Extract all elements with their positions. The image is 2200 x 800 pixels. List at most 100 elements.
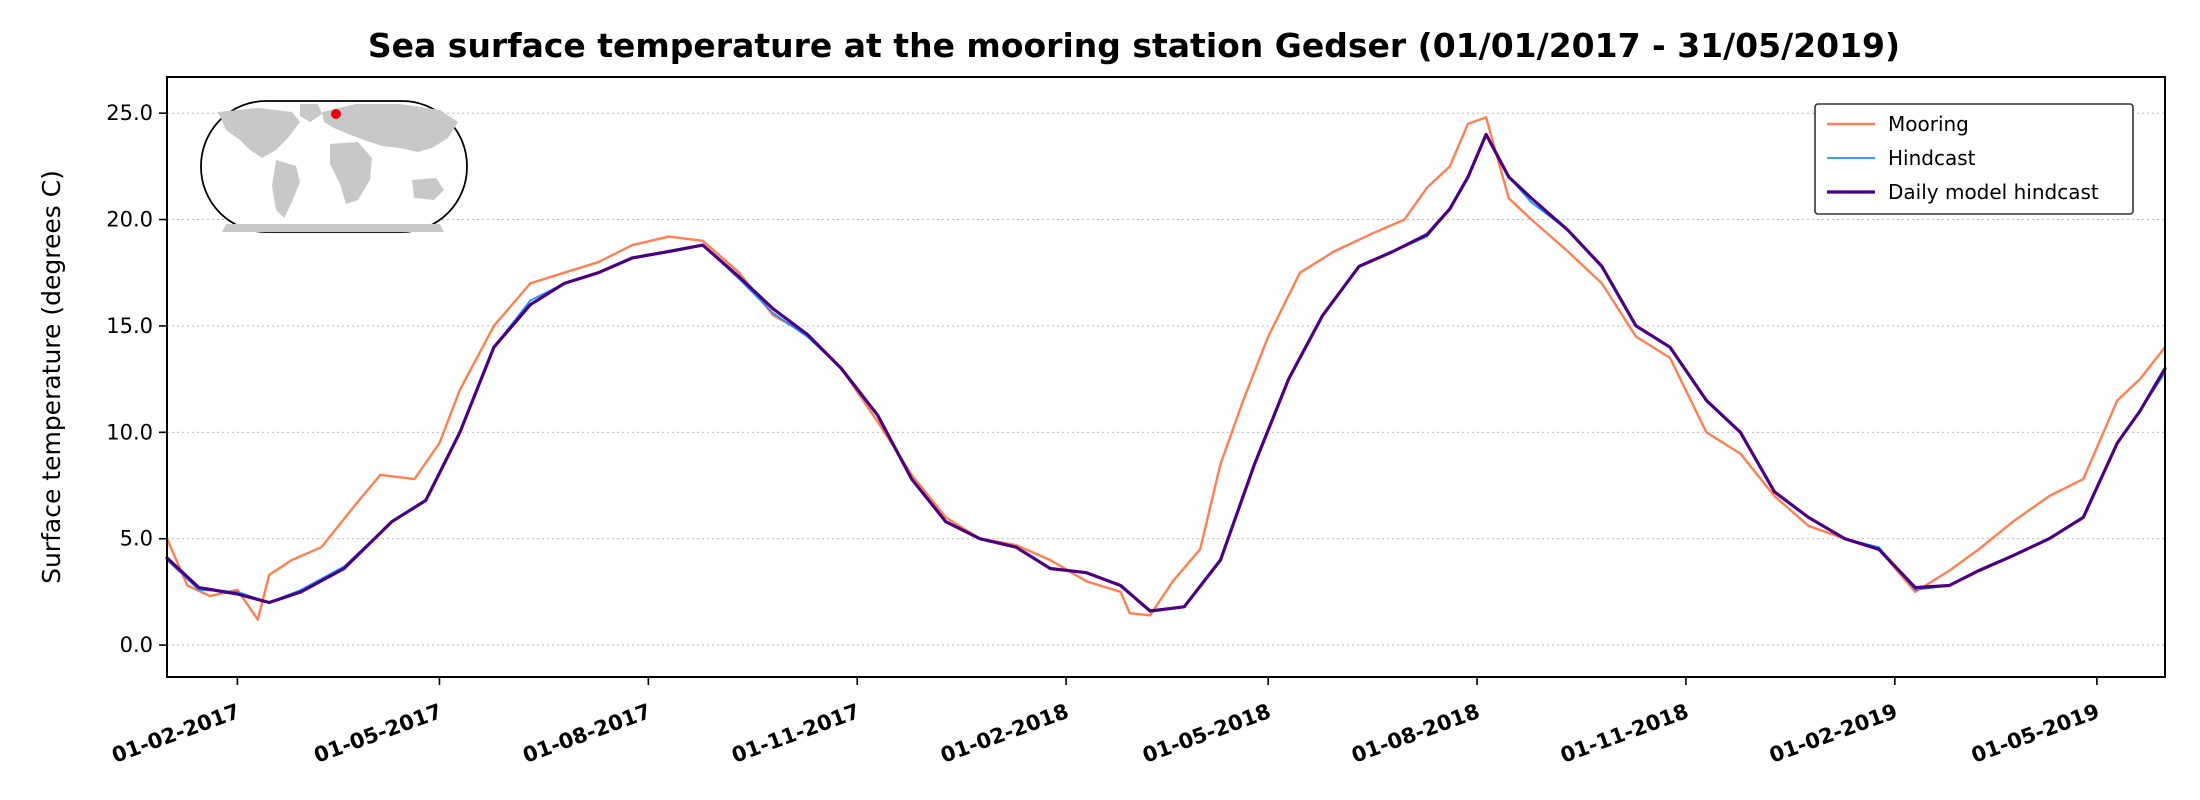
series-0-point-19 <box>701 239 704 242</box>
series-0-point-65 <box>2116 399 2119 402</box>
series-2-point-45 <box>1669 346 1671 349</box>
series-0-point-5 <box>268 573 271 576</box>
series-2-point-4 <box>300 590 302 593</box>
series-2-point-6 <box>390 520 393 523</box>
series-0-point-32 <box>1128 612 1131 615</box>
series-2-point-17 <box>772 307 775 310</box>
series-2-point-18 <box>806 333 809 336</box>
legend-label-2: Daily model hindcast <box>1888 180 2099 204</box>
series-0-point-43 <box>1426 186 1429 189</box>
series-2-point-53 <box>1948 584 1951 587</box>
series-2-point-59 <box>2139 410 2141 412</box>
series-0-point-16 <box>597 261 600 264</box>
series-0-point-47 <box>1507 197 1510 200</box>
x-axis: 01-02-2017 01-05-2017 01-08-2017 01-11-2017… <box>109 677 2103 768</box>
legend-label-0: Mooring <box>1888 112 1969 136</box>
series-1-point-52 <box>1914 588 1917 591</box>
series-0-point-20 <box>738 271 741 274</box>
series-0-point-24 <box>876 420 879 423</box>
x-tick-label-4: 01-02-2018 <box>937 699 1071 767</box>
series-0-point-42 <box>1403 218 1406 221</box>
series-0-point-63 <box>2048 495 2051 498</box>
series-0-point-36 <box>1219 463 1222 466</box>
series-2-point-14 <box>667 250 670 253</box>
series-0-point-55 <box>1773 495 1776 498</box>
series-2-point-52 <box>1914 586 1917 589</box>
series-2-point-56 <box>2048 537 2051 540</box>
series-0-point-35 <box>1199 548 1202 551</box>
series-2-point-32 <box>1287 378 1290 381</box>
series-2-point-41 <box>1530 197 1533 200</box>
series-0-point-15 <box>563 271 566 274</box>
series-0-point-50 <box>1600 282 1603 285</box>
series-0-point-7 <box>320 546 323 549</box>
series-0-point-40 <box>1333 250 1335 253</box>
series-2-point-9 <box>492 346 495 349</box>
series-2-point-30 <box>1219 559 1222 561</box>
plot-frame <box>166 76 2166 678</box>
series-2-point-47 <box>1739 431 1742 434</box>
x-tick-label-7: 01-11-2018 <box>1557 699 1691 767</box>
series-0-point-64 <box>2082 478 2085 481</box>
y-axis: 0.0 5.0 10.0 15.0 20.0 25.0 <box>106 101 167 657</box>
series-0-point-34 <box>1171 580 1174 583</box>
series-0-point-66 <box>2139 378 2141 381</box>
series-2-point-49 <box>1807 516 1810 519</box>
series-2-point-7 <box>424 499 427 502</box>
series-2-point-42 <box>1566 229 1569 232</box>
y-tick-label-3: 15.0 <box>106 314 153 338</box>
legend-box <box>1814 103 2134 215</box>
series-0-point-41 <box>1369 233 1372 236</box>
series-2-point-12 <box>597 271 600 274</box>
series-0-point-60 <box>1948 569 1951 572</box>
series-2-point-33 <box>1321 314 1324 317</box>
series-1-point-41 <box>1530 201 1533 204</box>
x-tick-label-5: 01-05-2018 <box>1139 699 1273 767</box>
series-2-point-20 <box>876 414 879 417</box>
y-axis-label: Surface temperature (degrees C) <box>37 170 66 584</box>
series-0-point-11 <box>438 442 441 444</box>
series-2-point-44 <box>1635 324 1637 327</box>
y-tick-label-5: 25.0 <box>106 101 153 125</box>
x-tick-label-3: 01-11-2017 <box>728 699 862 767</box>
series-2-point-19 <box>840 367 843 370</box>
series-0-point-46 <box>1485 116 1488 119</box>
eurasia-shape <box>322 104 458 152</box>
series-0-point-44 <box>1448 165 1451 168</box>
series-2-point-28 <box>1149 610 1152 612</box>
series-2-point-24 <box>1015 546 1018 549</box>
north-america-shape <box>218 108 300 158</box>
series-2-point-46 <box>1705 399 1708 402</box>
series-0-point-52 <box>1669 356 1671 359</box>
series-2-point-39 <box>1485 133 1488 136</box>
series-2-point-29 <box>1183 605 1186 608</box>
series-0-point-13 <box>492 324 495 327</box>
series-0-point-61 <box>1977 548 1980 551</box>
series-0-point-9 <box>379 473 382 476</box>
south-america-shape <box>272 160 300 218</box>
x-tick-label-1: 01-05-2017 <box>311 699 445 767</box>
legend: Mooring Hindcast Daily model hindcast <box>1814 103 2134 215</box>
series-0-point-53 <box>1705 431 1708 434</box>
series-0-point-1 <box>186 584 189 587</box>
series-2-point-22 <box>944 520 947 523</box>
series-2-point-26 <box>1085 571 1088 574</box>
series-0-point-4 <box>256 618 259 621</box>
africa-shape <box>330 142 372 204</box>
greenland-shape <box>300 104 322 122</box>
antarctica-shape <box>222 224 444 232</box>
series-2-point-51 <box>1877 548 1880 551</box>
y-tick-label-0: 0.0 <box>120 633 153 657</box>
series-0-point-59 <box>1914 590 1917 593</box>
series-2-point-11 <box>563 282 566 285</box>
series-2-point-55 <box>2011 554 2014 557</box>
x-tick-label-2: 01-08-2017 <box>520 699 654 767</box>
series-0-point-10 <box>413 478 416 481</box>
series-2-point-43 <box>1600 265 1603 268</box>
series-0-point-12 <box>458 388 461 391</box>
series-0-point-45 <box>1467 122 1469 125</box>
series-0-point-14 <box>529 282 532 285</box>
series-1-point-17 <box>772 312 775 315</box>
series-2-point-23 <box>978 537 981 540</box>
series-2-point-5 <box>343 567 346 570</box>
